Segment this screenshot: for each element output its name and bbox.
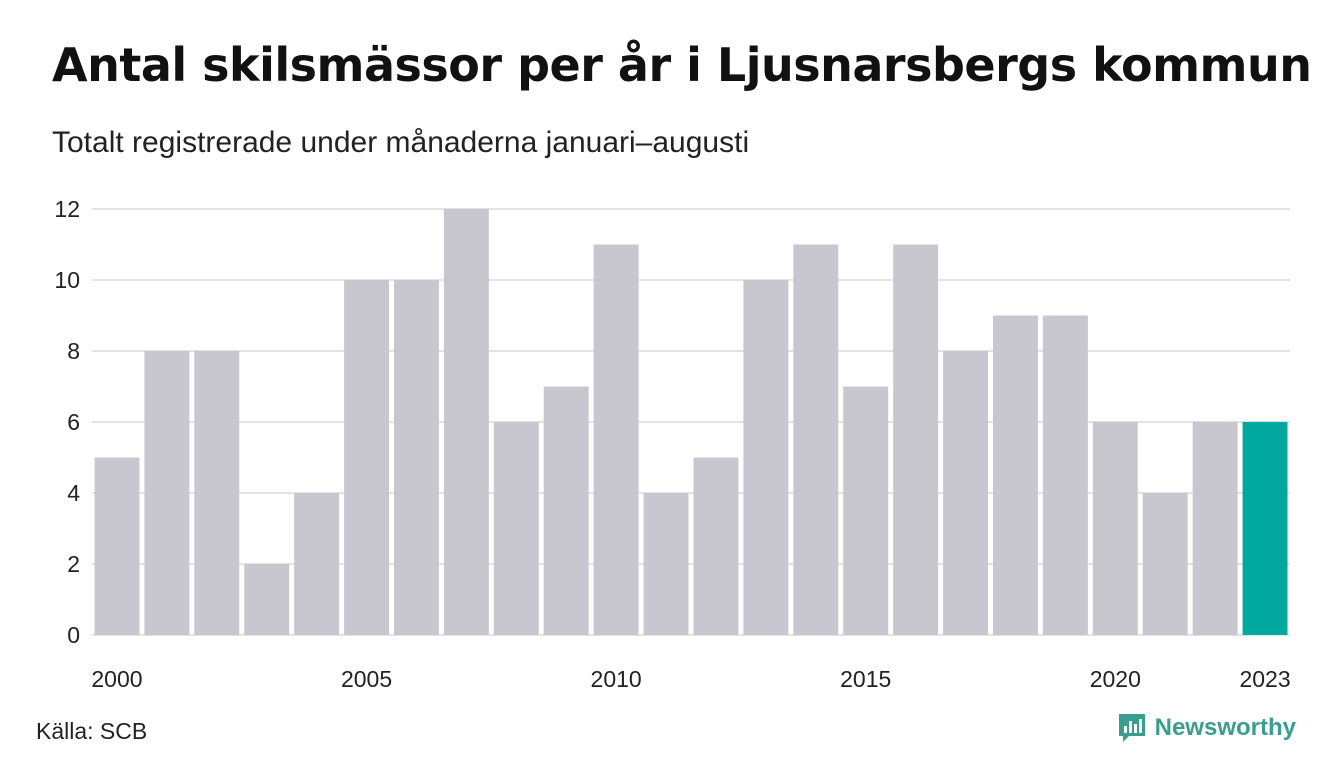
- bar-2021: [1142, 493, 1188, 635]
- bar-2009: [543, 386, 589, 635]
- x-tick-label: 2000: [91, 666, 142, 692]
- bar-2015: [843, 386, 889, 635]
- newsworthy-icon: [1118, 714, 1145, 742]
- y-tick-label: 6: [67, 409, 80, 435]
- bar-2018: [993, 315, 1038, 635]
- y-tick-label: 12: [54, 196, 80, 222]
- bar-2013: [743, 280, 789, 635]
- chart-title: Antal skilsmässor per år i Ljusnarsbergs…: [52, 38, 1312, 92]
- bars: [94, 209, 1288, 635]
- y-tick-label: 2: [67, 551, 80, 577]
- y-tick-label: 0: [67, 622, 80, 648]
- bar-2002: [194, 351, 240, 635]
- bar-2003: [244, 564, 290, 635]
- y-tick-label: 10: [54, 267, 80, 293]
- bar-2020: [1092, 422, 1138, 635]
- bar-2014: [793, 244, 839, 635]
- bar-2023: [1242, 422, 1288, 635]
- bar-2017: [943, 351, 988, 635]
- y-tick-label: 8: [67, 338, 80, 364]
- x-tick-label: 2020: [1090, 666, 1141, 692]
- x-axis-ticks: 2000 2005 2010 2015 2020 2023: [91, 666, 1290, 692]
- chart-subtitle: Totalt registrerade under månaderna janu…: [52, 126, 750, 159]
- x-tick-label: 2023: [1239, 666, 1290, 692]
- brand-logo[interactable]: Newsworthy: [1117, 712, 1296, 744]
- bar-2000: [94, 457, 140, 635]
- brand-name: Newsworthy: [1154, 714, 1296, 741]
- bar-2007: [443, 209, 489, 635]
- y-tick-label: 4: [67, 480, 80, 506]
- bar-2019: [1042, 315, 1088, 635]
- bar-2022: [1192, 422, 1238, 635]
- bar-2008: [493, 422, 539, 635]
- gridlines: [92, 208, 1290, 636]
- bar-2005: [344, 280, 389, 635]
- bar-2006: [394, 280, 439, 635]
- y-axis-ticks: 0 2 4 6 8 10 12: [54, 196, 80, 648]
- x-tick-label: 2010: [591, 666, 642, 692]
- bar-2016: [893, 244, 939, 635]
- bar-2001: [144, 351, 190, 635]
- x-tick-label: 2015: [840, 666, 891, 692]
- bar-2012: [693, 457, 739, 635]
- bar-2010: [593, 244, 639, 635]
- x-tick-label: 2005: [341, 666, 392, 692]
- bar-2004: [294, 493, 340, 635]
- bar-2011: [643, 493, 689, 635]
- source-note: Källa: SCB: [36, 718, 148, 744]
